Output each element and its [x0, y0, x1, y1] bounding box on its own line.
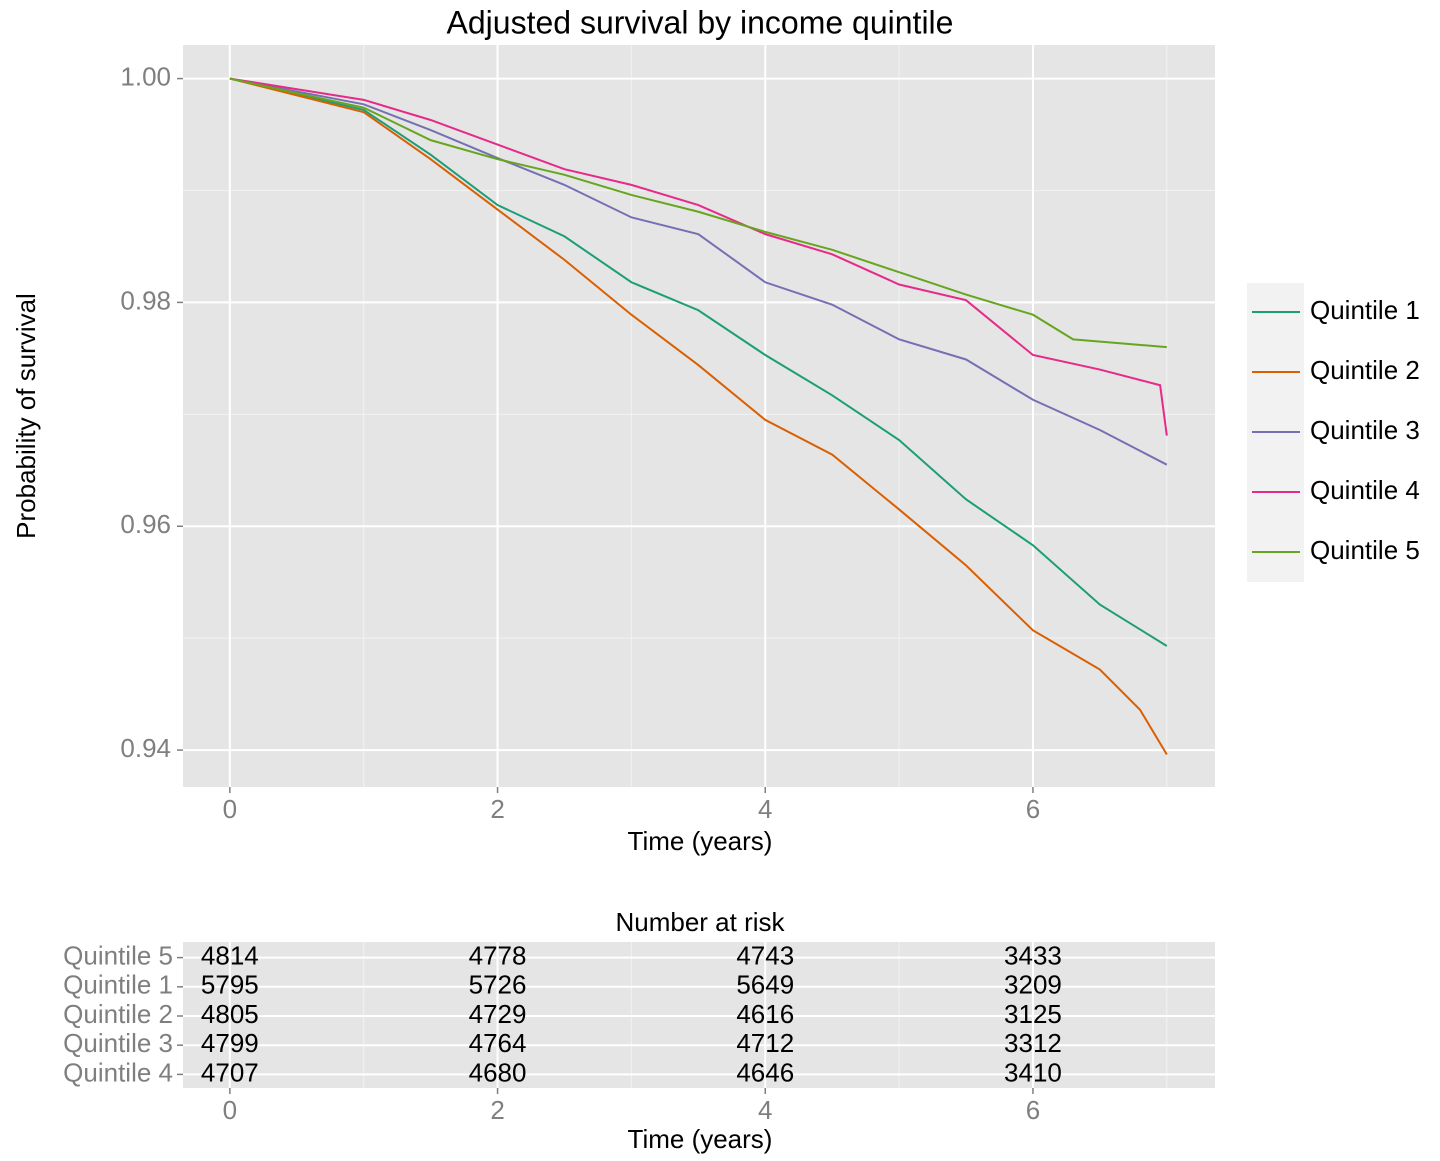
y-tick-label: 0.96 — [120, 509, 171, 539]
x-axis-label: Time (years) — [628, 826, 773, 856]
x-tick-label: 6 — [1026, 1095, 1040, 1125]
risk-count: 3209 — [1004, 970, 1062, 1000]
survival-line — [229, 77, 1168, 466]
x-tick-label: 2 — [490, 794, 504, 824]
y-tick-label: 1.00 — [120, 61, 171, 91]
risk-count: 5649 — [736, 970, 794, 1000]
y-tick-label: 0.98 — [120, 285, 171, 315]
legend-label: Quintile 1 — [1310, 295, 1420, 325]
risk-count: 4712 — [736, 1028, 794, 1058]
x-tick-label: 2 — [490, 1095, 504, 1125]
risk-count: 4616 — [736, 999, 794, 1029]
risk-count: 3125 — [1004, 999, 1062, 1029]
risk-count: 5795 — [201, 970, 259, 1000]
x-tick-label: 0 — [223, 1095, 237, 1125]
legend-label: Quintile 3 — [1310, 415, 1420, 445]
row-label: Quintile 5 — [63, 940, 173, 970]
survival-line — [229, 77, 1168, 756]
y-axis-label: Probability of survival — [11, 293, 41, 539]
survival-line — [229, 77, 1167, 349]
risk-count: 4707 — [201, 1057, 259, 1087]
risk-count: 3312 — [1004, 1028, 1062, 1058]
plot-panel — [183, 45, 1215, 787]
risk-count: 4680 — [469, 1057, 527, 1087]
row-label: Quintile 3 — [63, 1028, 173, 1058]
risk-count: 3433 — [1004, 940, 1062, 970]
legend-label: Quintile 2 — [1310, 355, 1420, 385]
risk-count: 4743 — [736, 940, 794, 970]
survival-line — [229, 77, 1168, 436]
x-tick-label: 6 — [1026, 794, 1040, 824]
risk-count: 4729 — [469, 999, 527, 1029]
x-tick-label: 0 — [223, 794, 237, 824]
x-tick-label: 4 — [758, 1095, 772, 1125]
risk-count: 4778 — [469, 940, 527, 970]
risk-count: 4646 — [736, 1057, 794, 1087]
risk-count: 5726 — [469, 970, 527, 1000]
row-label: Quintile 4 — [63, 1057, 173, 1087]
risk-count: 3410 — [1004, 1057, 1062, 1087]
risk-count: 4805 — [201, 999, 259, 1029]
row-label: Quintile 2 — [63, 999, 173, 1029]
chart-title: Adjusted survival by income quintile — [447, 4, 954, 40]
risk-count: 4814 — [201, 940, 259, 970]
survival-line — [229, 77, 1168, 647]
y-tick-label: 0.94 — [120, 733, 171, 763]
risk-count: 4764 — [469, 1028, 527, 1058]
table-x-axis-label: Time (years) — [628, 1124, 773, 1154]
legend-label: Quintile 5 — [1310, 535, 1420, 565]
risk-count: 4799 — [201, 1028, 259, 1058]
legend-label: Quintile 4 — [1310, 475, 1420, 505]
x-tick-label: 4 — [758, 794, 772, 824]
row-label: Quintile 1 — [63, 970, 173, 1000]
table-title: Number at risk — [615, 907, 785, 937]
